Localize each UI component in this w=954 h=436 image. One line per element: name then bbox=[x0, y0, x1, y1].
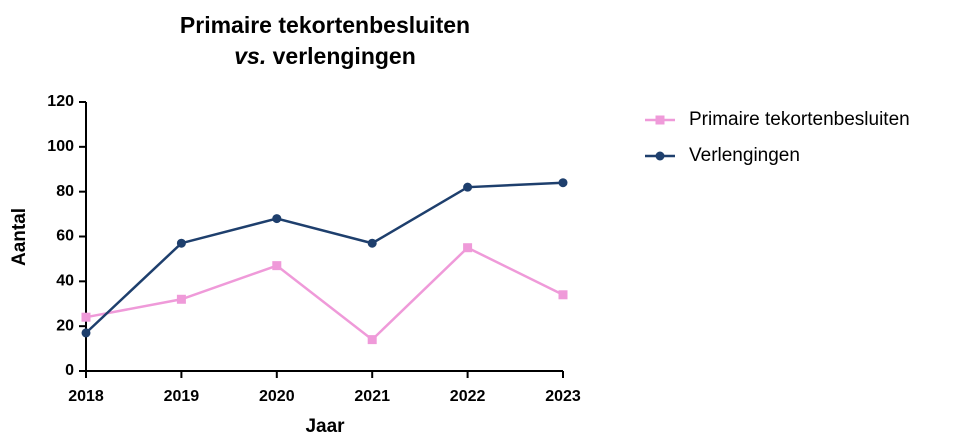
data-point bbox=[367, 335, 377, 345]
chart-title: Primaire tekortenbesluiten bbox=[180, 12, 470, 38]
legend-label: Verlengingen bbox=[689, 145, 800, 166]
x-tick-label: 2021 bbox=[354, 388, 390, 405]
legend-marker bbox=[655, 115, 665, 125]
x-tick-label: 2023 bbox=[545, 388, 581, 405]
y-tick-label: 80 bbox=[56, 183, 74, 200]
data-point bbox=[367, 238, 377, 248]
x-tick-label: 2020 bbox=[259, 388, 295, 405]
x-tick-label: 2019 bbox=[164, 388, 200, 405]
y-tick-label: 0 bbox=[65, 362, 74, 379]
data-point bbox=[272, 261, 282, 271]
legend-marker bbox=[655, 151, 665, 161]
chart-title-line2: vs. verlengingen bbox=[234, 43, 416, 69]
data-point bbox=[81, 328, 91, 338]
data-point bbox=[463, 243, 473, 253]
x-tick-label: 2018 bbox=[68, 388, 104, 405]
series-line bbox=[85, 181, 564, 334]
title-italic: vs. bbox=[234, 43, 266, 69]
data-point bbox=[272, 214, 282, 224]
data-point bbox=[176, 238, 186, 248]
title-rest: verlengingen bbox=[273, 43, 416, 69]
y-axis-label: Aantal bbox=[9, 208, 30, 266]
series-line bbox=[85, 246, 564, 342]
y-tick-label: 60 bbox=[56, 228, 74, 245]
data-point bbox=[558, 290, 568, 300]
data-point bbox=[558, 178, 568, 188]
legend-label: Primaire tekortenbesluiten bbox=[689, 109, 910, 130]
x-tick-label: 2022 bbox=[450, 388, 486, 405]
data-point bbox=[81, 312, 91, 322]
data-point bbox=[176, 294, 186, 304]
y-tick-label: 40 bbox=[56, 273, 74, 290]
y-tick-label: 20 bbox=[56, 317, 74, 334]
x-axis-label: Jaar bbox=[305, 416, 345, 436]
y-tick-label: 100 bbox=[47, 138, 74, 155]
y-tick-label: 120 bbox=[47, 93, 74, 110]
data-point bbox=[463, 182, 473, 192]
